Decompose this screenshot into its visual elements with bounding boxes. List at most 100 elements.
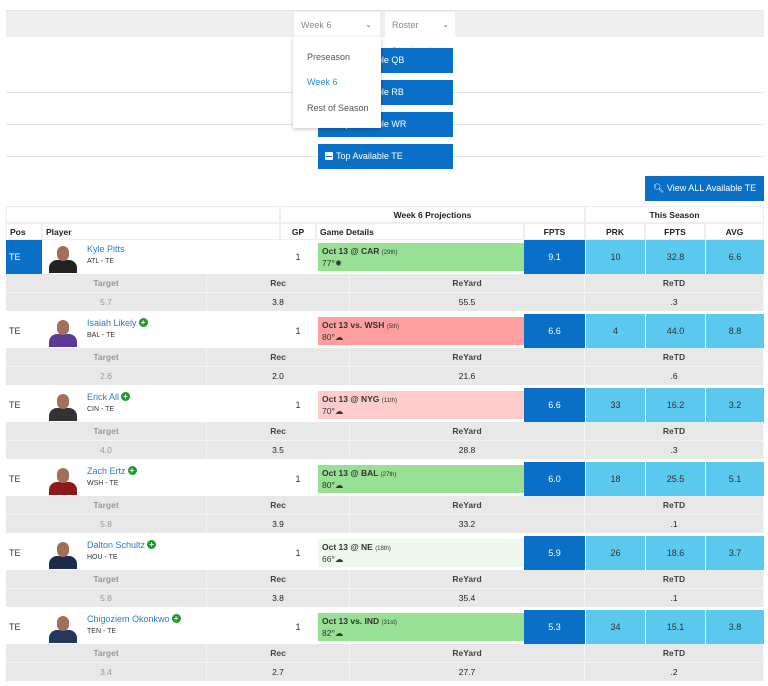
group-header-projections: Week 6 Projections	[280, 206, 585, 223]
reyard-label: ReYard	[350, 496, 585, 514]
target-value: 5.8	[6, 589, 207, 607]
filter-bar: Week 6⌄ Roster Displayed⌄	[6, 10, 764, 56]
add-player-icon[interactable]: +	[171, 614, 181, 623]
col-game-details[interactable]: Game Details	[316, 223, 524, 240]
opponent-rank: (27th)	[380, 472, 397, 478]
retd-value: .1	[585, 589, 764, 607]
player-row: TE Kyle Pitts ATL - TE 1 Oct 13 @ CAR (29th)…	[6, 240, 764, 274]
position: TE	[9, 548, 21, 558]
season-avg: 3.8	[706, 610, 764, 644]
projection-detail-row: Target 4.0 Rec 3.5 ReYard 28.8 ReTD .3	[6, 422, 764, 459]
player-photo	[45, 539, 81, 569]
rec-label: Rec	[207, 348, 350, 366]
rec-value: 3.9	[207, 515, 350, 533]
season-fpts: 16.2	[646, 388, 705, 422]
target-value: 2.6	[6, 367, 207, 385]
temperature: 77°	[322, 258, 335, 268]
opponent-rank: (29th)	[381, 250, 398, 256]
player-photo	[45, 391, 81, 421]
sun-icon: ✹	[334, 258, 342, 268]
temperature: 80°	[322, 480, 335, 490]
cloud-icon: ☁︎	[334, 480, 344, 490]
player-name-link[interactable]: Kyle Pitts	[87, 244, 125, 254]
reyard-label: ReYard	[350, 644, 585, 662]
player-name-link[interactable]: Chigoziem Okonkwo	[87, 614, 170, 624]
group-header-season: This Season	[585, 206, 764, 223]
projected-fpts: 6.0	[524, 462, 585, 496]
rec-value: 2.0	[207, 367, 350, 385]
target-label: Target	[6, 422, 207, 440]
target-value: 4.0	[6, 441, 207, 459]
game-details: Oct 13 vs. WSH (5th) 80°☁︎	[318, 317, 524, 345]
cloud-icon: ☁︎	[334, 332, 344, 342]
option-preseason[interactable]: Preseason	[307, 52, 351, 62]
reyard-value: 35.4	[350, 589, 585, 607]
rec-value: 2.7	[207, 663, 350, 681]
col-pos[interactable]: Pos	[6, 223, 42, 240]
temperature: 70°	[322, 406, 335, 416]
col-avg[interactable]: AVG	[705, 223, 764, 240]
col-prk[interactable]: PRK	[585, 223, 645, 240]
opponent-rank: (5th)	[386, 324, 400, 330]
view-all-available-te-button[interactable]: 🔍︎ View ALL Available TE	[645, 176, 764, 201]
projection-detail-row: Target 2.6 Rec 2.0 ReYard 21.6 ReTD .6	[6, 348, 764, 385]
temperature: 82°	[322, 628, 335, 638]
season-avg: 3.7	[706, 536, 764, 570]
reyard-value: 33.2	[350, 515, 585, 533]
projected-fpts: 6.6	[524, 388, 585, 422]
season-fpts: 44.0	[646, 314, 705, 348]
season-rank: 33	[586, 388, 645, 422]
retd-value: .3	[585, 293, 764, 311]
player-team: BAL - TE	[87, 332, 116, 339]
projection-detail-row: Target 5.8 Rec 3.9 ReYard 33.2 ReTD .1	[6, 496, 764, 533]
player-name-link[interactable]: Isaiah Likely	[87, 318, 137, 328]
player-name-link[interactable]: Erick All	[87, 392, 120, 402]
reyard-label: ReYard	[350, 422, 585, 440]
player-photo	[45, 317, 81, 347]
opponent-rank: (11th)	[381, 398, 398, 404]
season-fpts: 25.5	[646, 462, 705, 496]
target-label: Target	[6, 274, 207, 292]
season-avg: 8.8	[706, 314, 764, 348]
col-season-fpts[interactable]: FPTS	[645, 223, 705, 240]
games-played: 1	[295, 400, 301, 410]
target-value: 5.8	[6, 515, 207, 533]
player-row: TE Zach Ertz + WSH - TE 1 Oct 13 @ BAL (27th)…	[6, 462, 764, 496]
player-name-link[interactable]: Dalton Schultz	[87, 540, 146, 550]
roster-select[interactable]: Roster Displayed⌄	[385, 12, 455, 56]
temperature: 80°	[322, 332, 335, 342]
retd-value: .2	[585, 663, 764, 681]
player-name-link[interactable]: Zach Ertz	[87, 466, 126, 476]
temperature: 66°	[322, 554, 335, 564]
week-dropdown-menu: Preseason Week 6 Rest of Season	[293, 37, 381, 128]
position: TE	[9, 400, 21, 410]
projection-detail-row: Target 3.4 Rec 2.7 ReYard 27.7 ReTD .2	[6, 644, 764, 681]
col-player[interactable]: Player	[42, 223, 280, 240]
col-gp[interactable]: GP	[280, 223, 316, 240]
week-select[interactable]: Week 6 ⌄	[294, 12, 380, 38]
player-team: CIN - TE	[87, 406, 115, 413]
chevron-down-icon: ⌄	[365, 20, 372, 29]
retd-value: .1	[585, 515, 764, 533]
season-avg: 3.2	[706, 388, 764, 422]
rec-label: Rec	[207, 496, 350, 514]
col-fpts[interactable]: FPTS	[524, 223, 585, 240]
projected-fpts: 6.6	[524, 314, 585, 348]
add-player-icon[interactable]: +	[147, 540, 157, 549]
top-available-te-button[interactable]: Top Available TE	[318, 144, 453, 169]
reyard-label: ReYard	[350, 348, 585, 366]
cloud-icon: ☁︎	[334, 628, 344, 638]
season-rank: 34	[586, 610, 645, 644]
games-played: 1	[295, 252, 301, 262]
add-player-icon[interactable]: +	[138, 318, 148, 327]
option-week-6[interactable]: Week 6	[307, 77, 338, 87]
rec-value: 3.5	[207, 441, 350, 459]
player-photo	[45, 465, 81, 495]
retd-value: .3	[585, 441, 764, 459]
target-label: Target	[6, 644, 207, 662]
target-value: 5.7	[6, 293, 207, 311]
option-rest-of-season[interactable]: Rest of Season	[307, 103, 369, 113]
retd-label: ReTD	[585, 274, 764, 292]
add-player-icon[interactable]: +	[127, 466, 137, 475]
add-player-icon[interactable]: +	[121, 392, 131, 401]
